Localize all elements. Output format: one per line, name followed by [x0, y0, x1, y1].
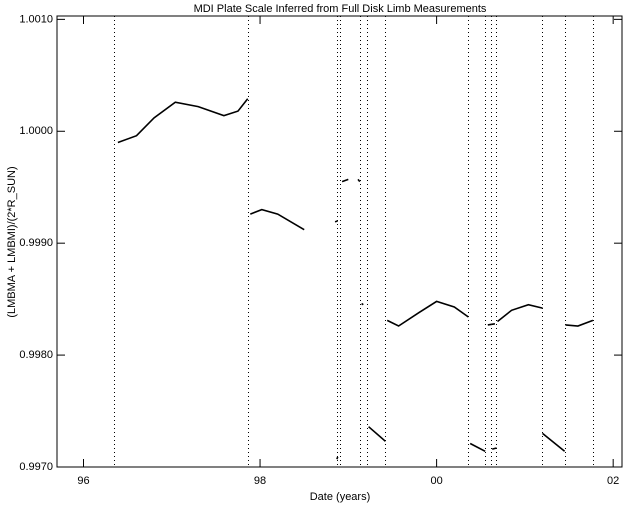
plot-frame [56, 15, 623, 468]
x-tick-label: 96 [77, 475, 89, 487]
data-line [117, 98, 594, 460]
chart-title: MDI Plate Scale Inferred from Full Disk … [194, 3, 487, 15]
y-tick-label: 0.9970 [19, 461, 53, 473]
x-axis-label: Date (years) [310, 491, 371, 503]
x-tick-label: 98 [254, 475, 266, 487]
y-tick-label: 1.0010 [19, 13, 53, 25]
y-tick-label: 1.0000 [19, 125, 53, 137]
y-tick-label: 0.9990 [19, 237, 53, 249]
x-tick-label: 02 [607, 475, 619, 487]
y-tick-label: 0.9980 [19, 349, 53, 361]
y-axis-label: (LMBMA + LMBMI)/(2*R_SUN) [6, 166, 18, 317]
x-tick-label: 00 [430, 475, 442, 487]
